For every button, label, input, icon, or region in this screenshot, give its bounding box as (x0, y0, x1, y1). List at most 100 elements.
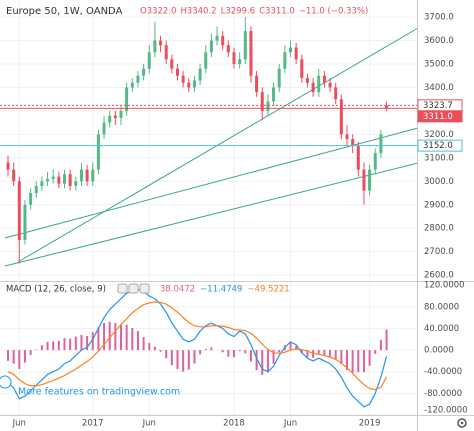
price-label-box (417, 110, 463, 123)
candle-body (187, 82, 191, 88)
histogram-bar (69, 338, 72, 351)
y-tick-label: 3400.0 (424, 83, 454, 93)
candle-body (317, 75, 321, 93)
histogram-bar (266, 350, 269, 373)
histogram-bar (374, 350, 377, 354)
candle-body (68, 174, 72, 186)
candle-body (362, 169, 366, 191)
y-tick-label: 2800.0 (424, 224, 454, 234)
settings-icon[interactable] (457, 418, 467, 428)
candle-body (102, 122, 106, 135)
candle-body (305, 78, 309, 83)
histogram-bar (368, 350, 371, 366)
candle-body (198, 68, 202, 81)
candle-body (40, 181, 44, 186)
candle-body (51, 176, 55, 179)
candle-body (164, 45, 168, 60)
candle-body (108, 115, 112, 123)
histogram-bar (317, 350, 320, 354)
histogram-bar (57, 340, 60, 351)
macd-line (7, 288, 388, 408)
drawings (4, 27, 419, 267)
histogram-bar (12, 350, 15, 364)
trend-line (4, 162, 419, 267)
histogram-bar (182, 350, 185, 372)
histogram-bar (193, 350, 196, 364)
candle-body (243, 31, 247, 60)
x-tick-label: Jun (283, 419, 297, 429)
axes: Jun 2017 Jun 2018 Jun 2019 2600.0 2700.0 2800.0 2… (12, 13, 468, 429)
histogram-bar (159, 350, 162, 352)
histogram-bar (261, 350, 264, 375)
candle-body (255, 75, 259, 93)
candle-body (356, 146, 360, 170)
y-tick-label: -80.0000 (424, 389, 462, 399)
candle-body (226, 45, 230, 53)
candle-body (260, 92, 264, 111)
histogram-bar (7, 350, 9, 361)
candle-body (29, 193, 33, 205)
candle-body (57, 176, 61, 184)
candle-body (289, 47, 292, 53)
candle-body (170, 59, 174, 69)
macd-value: −11.4749 (200, 285, 242, 295)
candle-body (96, 134, 100, 170)
histogram-bar (80, 334, 83, 351)
histogram-bar (97, 327, 100, 351)
icon (139, 283, 150, 294)
histogram-bar (23, 350, 26, 363)
histogram-bar (272, 350, 275, 364)
histogram-bar (63, 338, 66, 351)
candle-body (238, 59, 242, 64)
histogram-bar (86, 336, 89, 351)
histogram-bar (346, 350, 348, 371)
candle-body (215, 35, 219, 41)
histogram-bar (323, 350, 326, 356)
gear[interactable] (457, 418, 467, 428)
candle-body (79, 169, 83, 182)
y-tick-label: 3500.0 (424, 59, 454, 69)
histogram-bar (142, 337, 145, 351)
candle-body (277, 68, 281, 88)
histogram-bar (351, 350, 354, 373)
candle-body (46, 178, 50, 182)
histogram-bar (170, 350, 173, 366)
histogram-bar (233, 350, 235, 358)
candle-body (34, 185, 38, 194)
candle-body (334, 87, 338, 100)
y-tick-label: 80.0000 (424, 302, 459, 312)
candle-body (373, 153, 377, 170)
macd-value: 38.0472 (160, 285, 195, 295)
y-tick-label: 0.0000 (424, 346, 454, 356)
histogram-bar (379, 339, 382, 351)
gear-center (460, 421, 464, 425)
banner[interactable]: More features on tradingview.com (18, 387, 180, 398)
y-tick-label: 40.0000 (424, 324, 459, 334)
candle-body (322, 75, 326, 83)
histogram-bar (255, 350, 258, 371)
candle-body (351, 139, 355, 147)
candle-body (6, 162, 10, 170)
histogram-bar (357, 350, 360, 373)
histogram-bar (199, 350, 202, 355)
histogram-bar (340, 350, 343, 365)
candle-body (339, 99, 343, 135)
histogram-bar (295, 345, 298, 351)
x-tick-label: 2018 (223, 419, 245, 429)
candle-body (311, 82, 315, 93)
candle-body (232, 52, 236, 64)
ohlc-value: −11.0 (−0.33%) (299, 7, 369, 17)
ohlc-value: H3340.2 (180, 7, 216, 17)
y-tick-label: 3000.0 (424, 177, 454, 187)
y-tick-label: 3100.0 (424, 153, 454, 163)
trend-line (17, 27, 419, 263)
histogram-bar (125, 324, 128, 351)
price-label: 3323.7 (423, 101, 453, 111)
price-label-box (417, 139, 463, 152)
histogram-bar (176, 350, 179, 370)
ohlc-value: O3322.0 (140, 7, 176, 17)
histogram-bar (204, 349, 207, 351)
x-tick-label: Jun (142, 419, 156, 429)
histogram-bar (91, 332, 94, 351)
